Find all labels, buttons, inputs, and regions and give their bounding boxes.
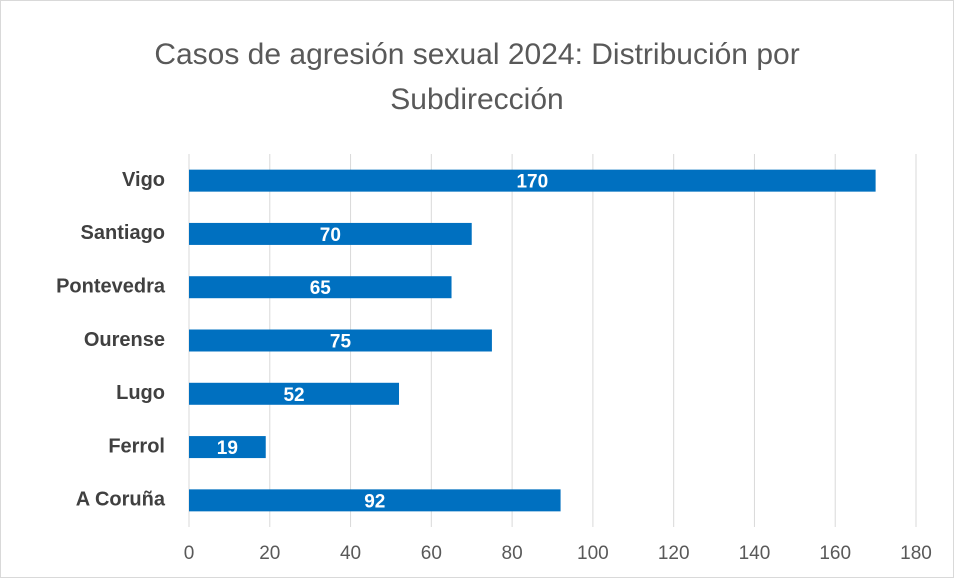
y-tick-label: Ferrol	[108, 435, 165, 457]
y-tick-label: A Coruña	[76, 489, 166, 511]
x-tick-label: 180	[900, 543, 932, 564]
bar	[189, 276, 452, 299]
x-tick-label: 120	[658, 543, 690, 564]
y-tick-label: Vigo	[122, 169, 165, 191]
bar	[189, 489, 561, 512]
x-tick-label: 40	[340, 543, 361, 564]
data-label: 75	[330, 332, 352, 353]
chart-title: Casos de agresión sexual 2024: Distribuc…	[154, 38, 800, 116]
bar	[189, 222, 472, 245]
bar	[189, 382, 400, 405]
x-tick-label: 20	[259, 543, 280, 564]
bar	[189, 329, 492, 352]
bar	[189, 436, 266, 459]
data-label: 19	[217, 438, 238, 459]
y-tick-label: Ourense	[84, 329, 165, 351]
y-tick-label: Lugo	[116, 382, 165, 404]
x-tick-label: 100	[577, 543, 609, 564]
data-label: 52	[283, 385, 304, 406]
x-tick-label: 0	[184, 543, 195, 564]
x-tick-label: 60	[421, 543, 442, 564]
data-label: 70	[320, 225, 341, 246]
bar	[189, 169, 876, 192]
y-tick-label: Santiago	[81, 222, 165, 244]
data-label: 92	[364, 491, 385, 512]
x-tick-label: 140	[739, 543, 771, 564]
x-tick-label: 160	[819, 543, 851, 564]
x-tick-label: 80	[502, 543, 523, 564]
data-label: 170	[516, 172, 548, 193]
y-tick-label: Pontevedra	[56, 275, 166, 297]
data-label: 65	[310, 278, 332, 299]
